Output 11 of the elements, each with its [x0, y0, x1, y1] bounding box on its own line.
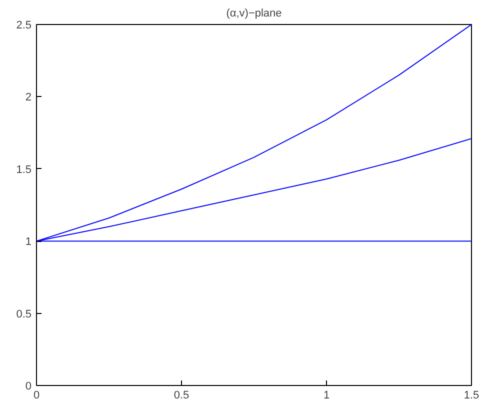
x-tick-label: 0.5 [174, 390, 190, 401]
y-tick-label: 2 [25, 92, 32, 104]
x-tick-label: 0 [33, 390, 40, 401]
x-tick-label: 1.5 [464, 390, 480, 401]
y-tick-label: 1 [25, 236, 32, 248]
y-tick-label: 0.5 [16, 308, 32, 320]
chart-title: (α,v)−plane [226, 8, 282, 20]
x-tick-label: 1 [323, 390, 330, 401]
y-tick-label: 2.5 [16, 20, 32, 32]
y-tick-label: 0 [25, 380, 32, 392]
y-tick-label: 1.5 [16, 164, 32, 176]
